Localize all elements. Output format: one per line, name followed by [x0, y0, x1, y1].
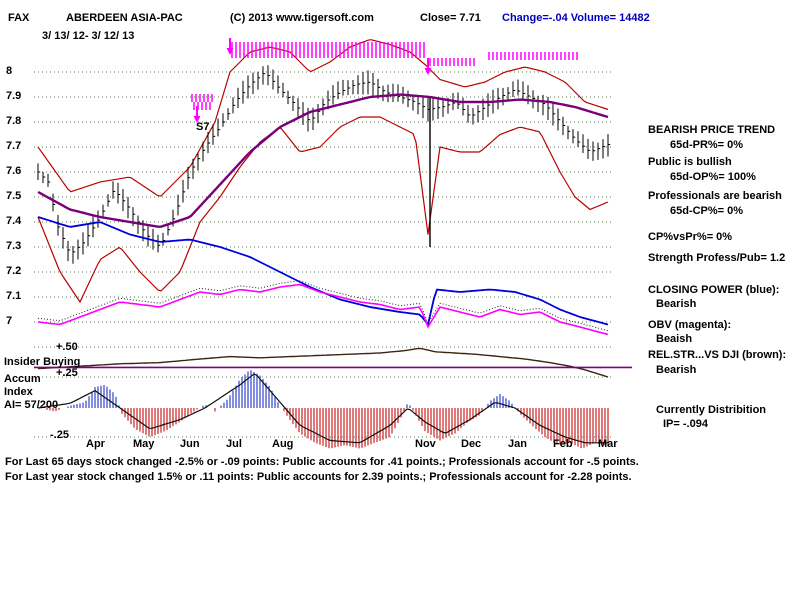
upper-band-line	[37, 39, 609, 197]
professional-sentiment: Professionals are bearish	[648, 190, 782, 202]
price-trend-status: BEARISH PRICE TREND	[648, 124, 776, 136]
price-tick-label: 8	[6, 65, 13, 77]
down-arrow-icon	[193, 116, 201, 123]
summary-line-65-days: For Last 65 days stock changed -2.5% or …	[5, 456, 639, 468]
ip-value: IP= -.094	[663, 418, 708, 430]
closing-power-heading: CLOSING POWER (blue):	[648, 284, 780, 296]
price-tick-label: 7.4	[6, 215, 22, 227]
strength-ratio: Strength Profess/Pub= 1.2	[648, 252, 786, 264]
month-label: Apr	[86, 438, 105, 450]
month-label: Jul	[226, 438, 242, 450]
month-label: Nov	[415, 438, 436, 450]
down-arrow-icon	[226, 48, 234, 55]
month-label: May	[133, 438, 155, 450]
price-tick-label: 7.1	[6, 290, 22, 302]
price-bars	[37, 65, 611, 264]
chart-annotation: S7	[196, 121, 209, 133]
op-percent-value: 65d-OP%= 100%	[670, 171, 756, 183]
price-tick-label: 7.9	[6, 90, 22, 102]
price-tick-label: 7.2	[6, 265, 22, 277]
month-label: Feb	[553, 438, 573, 450]
indicator-scale-plus50: +.50	[56, 341, 78, 353]
obv-heading: OBV (magenta):	[648, 319, 732, 331]
indicator-scale-plus25: +.25	[56, 367, 78, 379]
price-tick-label: 7.3	[6, 240, 22, 252]
closing-power-status: Bearish	[656, 298, 697, 310]
month-label: Jan	[508, 438, 527, 450]
month-label: Dec	[461, 438, 482, 450]
accum-label: Accum	[4, 373, 41, 385]
closing-power-line	[37, 216, 609, 327]
accumulation-index-value: AI= 57/200	[4, 399, 59, 411]
cp-vs-pr-value: CP%vsPr%= 0%	[648, 231, 733, 243]
rel-str-heading: REL.STR...VS DJI (brown):	[648, 349, 787, 361]
obv-line	[37, 283, 609, 336]
month-label: Aug	[272, 438, 294, 450]
public-sentiment: Public is bullish	[648, 156, 732, 168]
ticker-symbol: FAX	[8, 12, 30, 24]
security-name: ABERDEEN ASIA-PAC	[66, 12, 183, 24]
close-value: Close= 7.71	[420, 12, 481, 24]
accumulation-histogram	[46, 370, 609, 449]
cp-percent-value: 65d-CP%= 0%	[670, 205, 744, 217]
change-volume: Change=-.04 Volume= 14482	[502, 12, 650, 24]
price-tick-label: 7.5	[6, 190, 22, 202]
lower-band-line	[37, 116, 609, 304]
down-arrow-icon	[424, 68, 432, 75]
summary-line-year: For Last year stock changed 1.5% or .11 …	[5, 471, 632, 483]
insider-buying-label: Insider Buying	[4, 356, 81, 368]
price-tick-label: 7.6	[6, 165, 22, 177]
sell-arrow-icons	[193, 38, 432, 123]
price-tick-label: 7.7	[6, 140, 22, 152]
rel-str-status: Bearish	[656, 364, 697, 376]
pr-percent-value: 65d-PR%= 0%	[670, 139, 744, 151]
sell-signal-markers	[191, 42, 578, 110]
distribution-status: Currently Distribition	[656, 404, 767, 416]
relative-strength-line	[37, 347, 609, 378]
obv-status: Beaish	[656, 333, 693, 345]
index-label: Index	[4, 386, 33, 398]
month-label: Jun	[180, 438, 200, 450]
indicator-scale-minus25: -.25	[50, 429, 69, 441]
month-label: Mar	[598, 438, 618, 450]
accumulation-index-line	[37, 373, 608, 444]
copyright-text: (C) 2013 www.tigersoft.com	[230, 12, 374, 24]
moving-average-line	[37, 93, 609, 228]
price-tick-label: 7.8	[6, 115, 22, 127]
date-range: 3/ 13/ 12- 3/ 12/ 13	[42, 30, 135, 42]
price-tick-label: 7	[6, 315, 13, 327]
obv-ma-dotted-line	[37, 280, 609, 332]
price-gridlines	[34, 71, 612, 438]
